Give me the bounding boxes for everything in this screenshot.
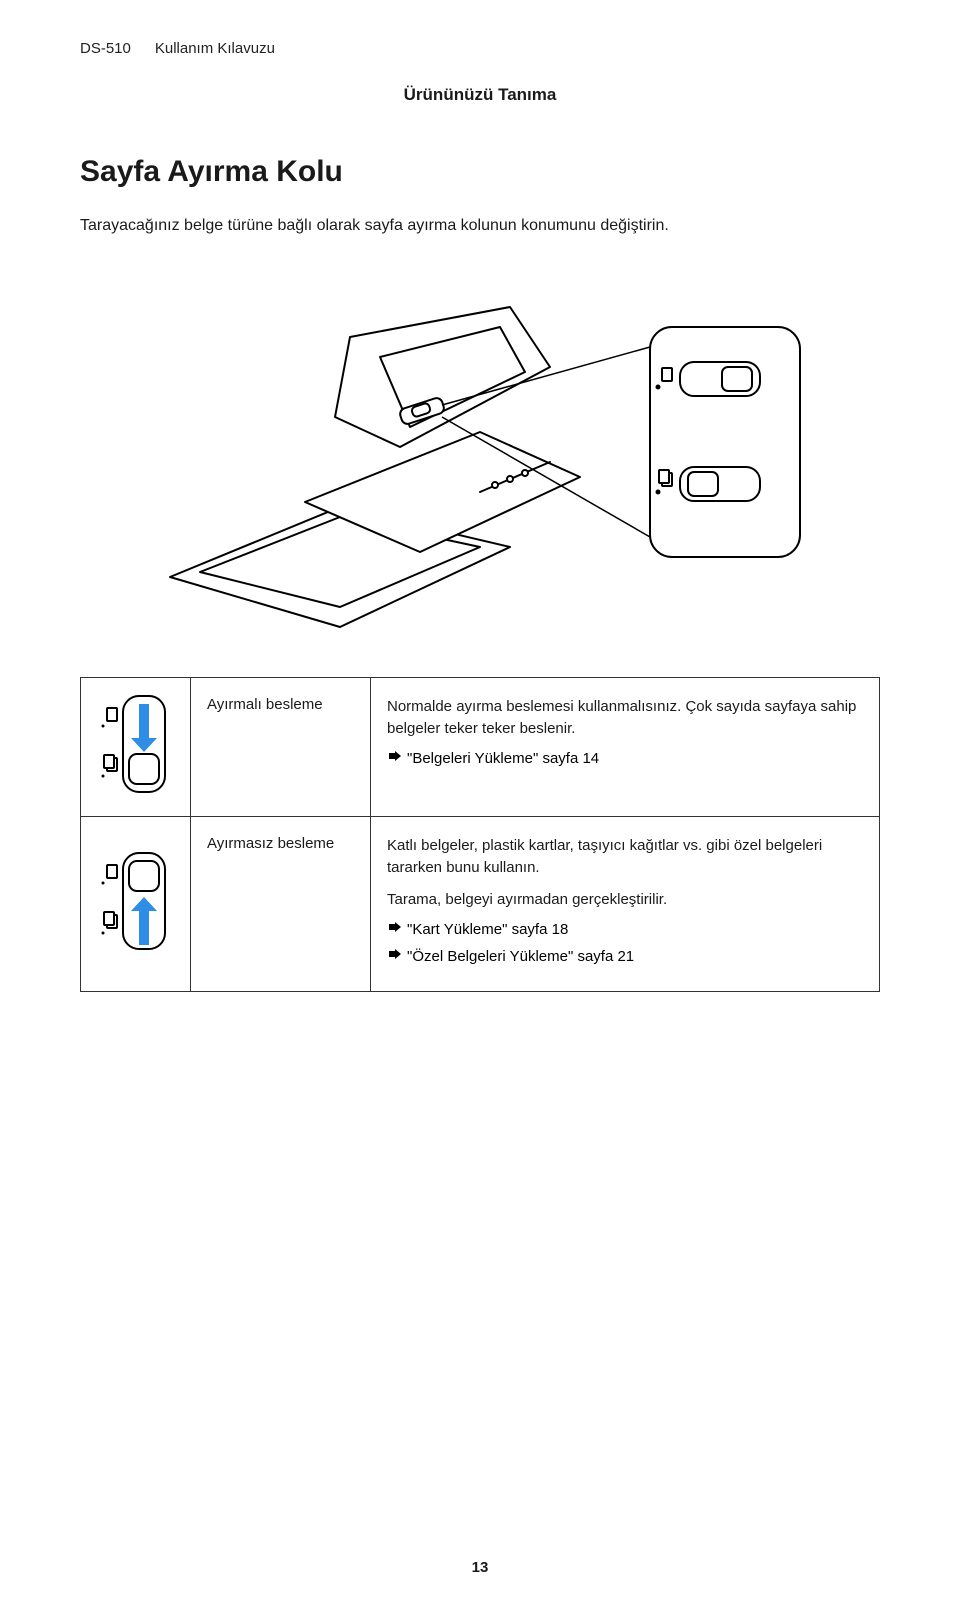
intro-text: Tarayacağınız belge türüne bağlı olarak … [80,215,880,237]
lever-down-icon [101,690,171,800]
lever-icon-cell [81,817,191,991]
page: DS-510 Kullanım Kılavuzu Ürününüzü Tanım… [0,0,960,1600]
cross-reference-link[interactable]: "Özel Belgeleri Yükleme" sayfa 21 [387,948,863,965]
table-row: Ayırmalı besleme Normalde ayırma beslemes… [81,678,880,817]
arrow-right-icon [387,922,401,936]
description-text: Tarama, belgeyi ayırmadan gerçekleştiril… [387,889,863,911]
header-line: DS-510 Kullanım Kılavuzu [80,40,880,57]
arrow-right-icon [387,751,401,765]
mode-description: Normalde ayırma beslemesi kullanmalısını… [371,678,880,817]
cross-reference-link[interactable]: "Kart Yükleme" sayfa 18 [387,921,863,938]
description-text: Normalde ayırma beslemesi kullanmalısını… [387,696,863,740]
lever-up-icon [101,847,171,957]
cross-reference-link[interactable]: "Belgeleri Yükleme" sayfa 14 [387,750,863,767]
arrow-right-icon [387,949,401,963]
mode-label: Ayırmalı besleme [191,678,371,817]
main-figure [80,277,880,637]
mode-label: Ayırmasız besleme [191,817,371,991]
link-label: "Kart Yükleme" sayfa 18 [407,921,568,938]
description-text: Katlı belgeler, plastik kartlar, taşıyıc… [387,835,863,879]
modes-table: Ayırmalı besleme Normalde ayırma beslemes… [80,677,880,991]
guide-label: Kullanım Kılavuzu [155,40,275,57]
mode-description: Katlı belgeler, plastik kartlar, taşıyıc… [371,817,880,991]
link-label: "Belgeleri Yükleme" sayfa 14 [407,750,599,767]
link-label: "Özel Belgeleri Yükleme" sayfa 21 [407,948,634,965]
chapter-title: Ürününüzü Tanıma [80,85,880,105]
product-model: DS-510 [80,40,131,57]
table-row: Ayırmasız besleme Katlı belgeler, plastik… [81,817,880,991]
page-number: 13 [0,1559,960,1576]
lever-icon-cell [81,678,191,817]
section-title: Sayfa Ayırma Kolu [80,155,880,189]
